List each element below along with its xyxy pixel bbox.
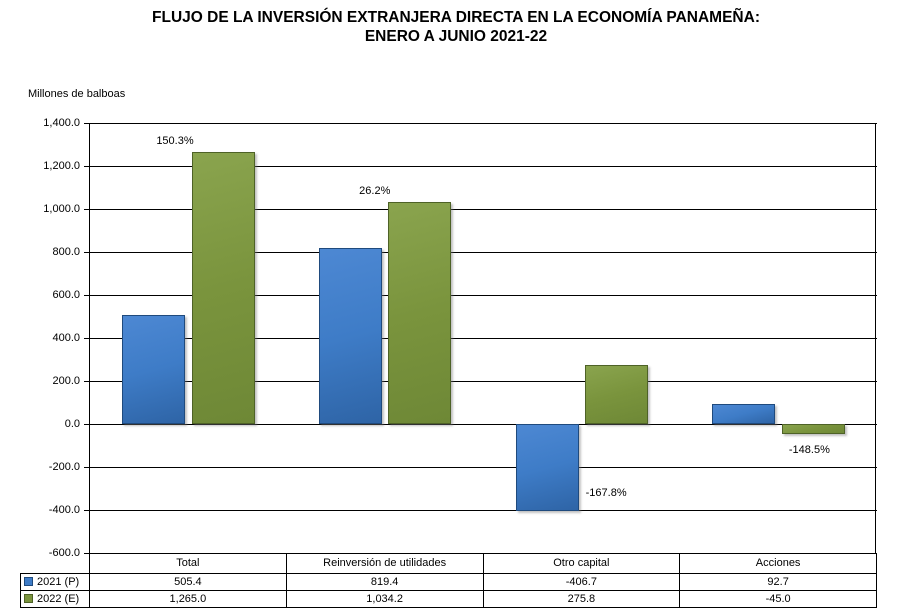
legend-series-name: 2022 (E) <box>37 592 80 605</box>
gridline <box>90 338 877 339</box>
y-tick-label: 0.0 <box>64 418 80 430</box>
y-axis-units-label: Millones de balboas <box>28 88 126 100</box>
y-tick-label: 800.0 <box>52 246 80 258</box>
y-tick-label: -600.0 <box>48 547 80 559</box>
plot-area: 150.3% 26.2% -167.8% -148.5% <box>89 123 877 554</box>
bar-2022-e-total <box>191 152 255 424</box>
bar-2022-e-acciones <box>781 424 845 434</box>
y-axis-tick <box>84 209 89 210</box>
chart-title-line2: ENERO A JUNIO 2021-22 <box>364 28 548 45</box>
table-cell-2022-e-otro-capital: 275.8 <box>482 590 681 608</box>
table-header-total: Total <box>89 553 287 574</box>
y-tick-label: 200.0 <box>52 375 80 387</box>
y-axis-tick <box>84 166 89 167</box>
gridline <box>90 252 877 253</box>
y-axis-tick <box>84 252 89 253</box>
legend-color-swatch <box>24 576 33 586</box>
table-corner-blank <box>21 554 90 574</box>
chart-title-line1: FLUJO DE LA INVERSIÓN EXTRANJERA DIRECTA… <box>152 9 760 26</box>
y-axis-tick <box>84 467 89 468</box>
bar-2022-e-reinversi-n-de-utilidades <box>388 201 452 424</box>
y-axis-tick <box>84 553 89 554</box>
pct-change-label: 150.3% <box>156 135 194 148</box>
bar-2021-p-total <box>122 315 186 424</box>
table-header-reinversi-n-de-utilidades: Reinversión de utilidades <box>285 553 484 574</box>
chart-title: FLUJO DE LA INVERSIÓN EXTRANJERA DIRECTA… <box>24 8 888 46</box>
gridline <box>90 467 877 468</box>
data-table: Total Reinversión de utilidades Otro capit… <box>20 553 877 608</box>
table-cell-2021-p-otro-capital: -406.7 <box>482 573 681 591</box>
gridline <box>90 166 877 167</box>
legend-item-2022-e: 2022 (E) <box>20 590 90 608</box>
y-tick-label: 1,200.0 <box>43 160 80 172</box>
table-cell-2021-p-reinversi-n-de-utilidades: 819.4 <box>285 573 484 591</box>
y-tick-label: -200.0 <box>48 461 80 473</box>
bar-2021-p-acciones <box>712 404 776 424</box>
y-axis-tick <box>84 338 89 339</box>
table-cell-2022-e-acciones: -45.0 <box>679 590 877 608</box>
bar-2021-p-reinversi-n-de-utilidades <box>318 247 382 424</box>
y-axis-tick <box>84 381 89 382</box>
y-tick-label: 400.0 <box>52 332 80 344</box>
legend-series-name: 2021 (P) <box>37 575 80 588</box>
pct-change-label: -148.5% <box>788 443 830 456</box>
gridline <box>90 295 877 296</box>
y-tick-label: 1,400.0 <box>43 117 80 129</box>
legend-color-swatch <box>24 593 33 603</box>
gridline <box>90 123 877 124</box>
y-axis-tick <box>84 510 89 511</box>
gridline <box>90 510 877 511</box>
table-cell-2022-e-reinversi-n-de-utilidades: 1,034.2 <box>285 590 484 608</box>
bar-2021-p-otro-capital <box>515 424 579 512</box>
table-cell-2021-p-total: 505.4 <box>89 573 287 591</box>
y-tick-label: -400.0 <box>48 504 80 516</box>
y-axis-tick <box>84 295 89 296</box>
pct-change-label: 26.2% <box>359 184 391 197</box>
pct-change-label: -167.8% <box>585 487 627 500</box>
y-tick-label: 1,000.0 <box>43 203 80 215</box>
bar-2022-e-otro-capital <box>585 364 649 424</box>
legend-item-2021-p: 2021 (P) <box>20 573 90 591</box>
table-cell-2021-p-acciones: 92.7 <box>679 573 877 591</box>
y-axis-tick <box>84 424 89 425</box>
y-axis-tick <box>84 123 89 124</box>
table-header-otro-capital: Otro capital <box>482 553 681 574</box>
table-header-acciones: Acciones <box>679 553 877 574</box>
gridline <box>90 381 877 382</box>
gridline <box>90 209 877 210</box>
y-tick-label: 600.0 <box>52 289 80 301</box>
table-cell-2022-e-total: 1,265.0 <box>89 590 287 608</box>
gridline <box>90 424 877 425</box>
